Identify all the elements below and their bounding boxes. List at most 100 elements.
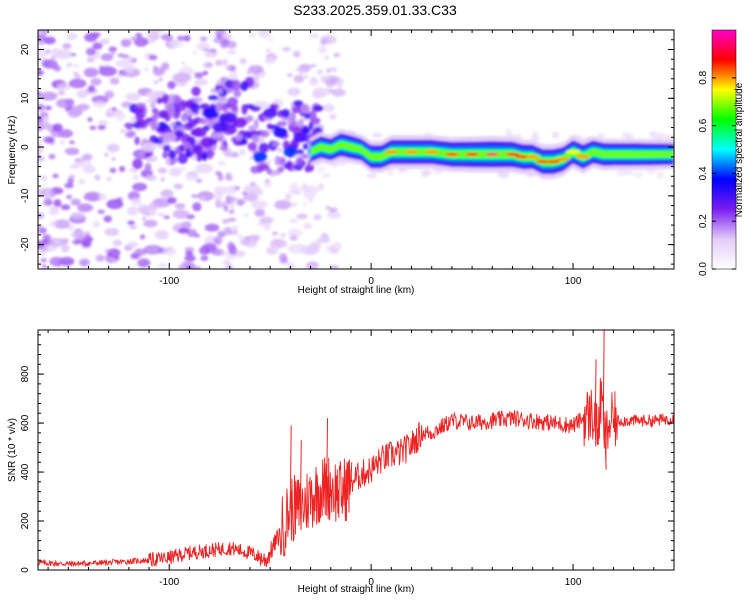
noise-blob	[42, 234, 51, 240]
noise-blob	[131, 197, 142, 207]
noise-blob	[228, 230, 239, 235]
noise-blob	[328, 207, 338, 213]
noise-blob	[265, 48, 272, 53]
ridge-peak	[404, 150, 419, 154]
signal-blob	[260, 130, 270, 138]
signal-blob	[126, 123, 133, 131]
noise-blob	[192, 265, 202, 269]
signal-blob	[276, 120, 288, 127]
spectrogram-xtick-label: 0	[368, 276, 374, 287]
noise-blob	[333, 52, 341, 58]
snr-spike	[350, 462, 353, 482]
snr-ylabel: SNR (10 * v/v)	[7, 418, 18, 482]
signal-blob	[308, 122, 314, 130]
noise-blob	[223, 58, 228, 66]
noise-blob	[50, 129, 67, 138]
noise-blob	[60, 244, 70, 253]
noise-blob	[218, 172, 223, 180]
noise-blob	[271, 231, 279, 236]
noise-blob	[87, 85, 95, 93]
ridge-peak	[555, 157, 570, 162]
noise-blob	[198, 196, 206, 202]
noise-blob	[111, 157, 116, 161]
noise-blob	[150, 103, 156, 108]
noise-blob	[167, 80, 176, 90]
noise-blob	[217, 96, 227, 103]
noise-blob	[53, 219, 70, 229]
noise-blob	[43, 115, 50, 121]
signal-blob	[180, 113, 188, 123]
noise-blob	[286, 262, 296, 269]
colorbar-ticks: 0.0 0.2 0.4 0.6 0.8	[698, 70, 736, 276]
noise-blob	[62, 43, 72, 50]
spectral-patch	[273, 127, 288, 138]
colorbar-tick-label: 0.2	[698, 214, 709, 228]
noise-blob	[325, 244, 339, 253]
noise-blob	[295, 67, 301, 72]
noise-blob	[160, 189, 174, 198]
signal-blob	[139, 149, 146, 156]
signal-blob	[200, 137, 210, 147]
noise-blob	[104, 90, 115, 99]
noise-blob	[73, 71, 78, 76]
noise-blob	[322, 103, 335, 112]
noise-blob	[106, 199, 124, 210]
noise-blob	[158, 77, 163, 82]
signal-blob	[201, 151, 208, 162]
signal-blob	[125, 131, 135, 138]
signal-blob	[135, 111, 143, 122]
noise-blob	[38, 120, 51, 130]
noise-blob	[66, 62, 73, 68]
noise-blob	[194, 72, 204, 79]
noise-blob	[243, 184, 261, 195]
noise-blob	[319, 235, 331, 244]
noise-blob	[97, 125, 106, 130]
noise-blob	[57, 90, 66, 96]
halo-blob	[649, 130, 658, 138]
chart-title: S233.2025.359.01.33.C33	[293, 2, 457, 18]
noise-blob	[144, 67, 149, 72]
noise-blob	[94, 174, 101, 181]
noise-blob	[76, 158, 92, 168]
noise-blob	[117, 53, 125, 58]
noise-blob	[137, 258, 151, 268]
noise-blob	[264, 57, 276, 65]
noise-blob	[302, 222, 313, 230]
noise-blob	[97, 119, 109, 127]
halo-blob	[321, 173, 331, 178]
spectrogram-xlabel: Height of straight line (km)	[298, 285, 415, 296]
signal-blob	[169, 121, 176, 128]
noise-blob	[87, 117, 93, 122]
noise-blob	[274, 200, 292, 210]
signal-blob	[293, 100, 304, 107]
signal-blob	[227, 126, 237, 134]
noise-blob	[202, 242, 217, 252]
halo-blob	[504, 128, 512, 137]
noise-blob	[325, 205, 331, 210]
noise-blob	[280, 233, 286, 237]
noise-blob	[317, 69, 323, 75]
noise-blob	[263, 180, 272, 188]
snr-spike	[604, 442, 607, 470]
signal-blob	[177, 153, 188, 165]
noise-blob	[177, 166, 186, 172]
snr-frame	[37, 329, 675, 571]
noise-blob	[143, 244, 163, 255]
signal-blob	[245, 130, 251, 140]
noise-blob	[224, 32, 233, 41]
signal-blob	[250, 165, 260, 174]
noise-blob	[277, 147, 283, 153]
noise-blob	[226, 49, 237, 54]
noise-blob	[148, 54, 158, 61]
noise-blob	[324, 55, 330, 61]
signal-blob	[132, 160, 143, 166]
signal-blob	[137, 119, 147, 129]
signal-blob	[277, 166, 285, 173]
signal-blob	[196, 152, 202, 162]
noise-blob	[310, 32, 319, 39]
noise-blob	[284, 193, 292, 201]
noise-blob	[234, 250, 246, 258]
snr-line	[38, 377, 674, 568]
noise-blob	[289, 218, 299, 224]
